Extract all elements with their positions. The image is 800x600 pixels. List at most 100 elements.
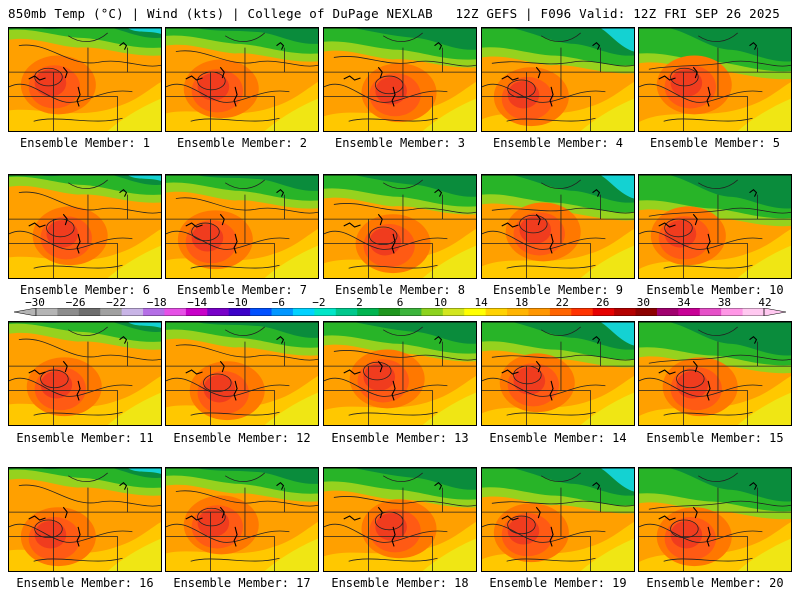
- colorbar-segment: [357, 308, 380, 316]
- temperature-field: [482, 468, 634, 571]
- ensemble-member-map: [165, 27, 319, 132]
- colorbar-segment: [507, 308, 529, 316]
- ensemble-member-map: [323, 27, 477, 132]
- colorbar-segment: [100, 308, 123, 316]
- colorbar-segment: [378, 308, 401, 316]
- ensemble-member-map: [481, 174, 635, 279]
- map-title: 850mb Temp (°C) | Wind (kts) | College o…: [8, 6, 433, 21]
- colorbar-segment: [207, 308, 230, 316]
- ensemble-member-caption: Ensemble Member: 13: [331, 431, 469, 445]
- ensemble-member-map: [165, 174, 319, 279]
- colorbar-segment: [678, 308, 701, 316]
- temperature-field: [166, 28, 318, 131]
- temperature-field: [166, 322, 318, 425]
- valid-time: 12Z GEFS | F096 Valid: 12Z FRI SEP 26 20…: [455, 6, 780, 21]
- temperature-field: [324, 468, 476, 571]
- colorbar-segment: [485, 308, 508, 316]
- ensemble-member-caption: Ensemble Member: 5: [649, 136, 781, 150]
- ensemble-member-caption: Ensemble Member: 20: [646, 576, 784, 590]
- colorbar-tick-label: −26: [65, 296, 86, 309]
- ensemble-member-map: [481, 467, 635, 572]
- temperature-field: [9, 175, 161, 278]
- ensemble-member-caption: Ensemble Member: 2: [176, 136, 308, 150]
- ensemble-member-map: [8, 321, 162, 426]
- ensemble-member-caption: Ensemble Member: 16: [16, 576, 154, 590]
- colorbar-tick-label: −10: [227, 296, 248, 309]
- ensemble-member-caption: Ensemble Member: 8: [334, 283, 466, 297]
- colorbar-segment: [292, 308, 315, 316]
- colorbar-segment: [121, 308, 144, 316]
- colorbar-segment: [464, 308, 487, 316]
- temperature-field: [639, 468, 791, 571]
- colorbar-segment: [421, 308, 444, 316]
- ensemble-member-map: [323, 467, 477, 572]
- ensemble-member-caption: Ensemble Member: 11: [16, 431, 154, 445]
- colorbar-segment: [721, 308, 744, 316]
- colorbar-segment: [656, 308, 679, 316]
- ensemble-member-map: [323, 321, 477, 426]
- colorbar-segment: [571, 308, 594, 316]
- temperature-field: [9, 28, 161, 131]
- colorbar-segment: [528, 308, 551, 316]
- colorbar-tick-label: 10: [433, 296, 448, 309]
- ensemble-member-map: [481, 27, 635, 132]
- colorbar-tick-label: 2: [356, 296, 363, 309]
- ensemble-member-map: [8, 467, 162, 572]
- ensemble-member-caption: Ensemble Member: 4: [492, 136, 624, 150]
- colorbar-tick-label: 26: [596, 296, 610, 309]
- colorbar-tick-label: −6: [271, 296, 285, 309]
- colorbar-segment: [442, 308, 465, 316]
- ensemble-member-caption: Ensemble Member: 6: [19, 283, 151, 297]
- colorbar-segment: [400, 308, 422, 316]
- temperature-field: [324, 28, 476, 131]
- ensemble-member-map: [481, 321, 635, 426]
- temperature-field: [482, 28, 634, 131]
- colorbar-tick-label: 34: [677, 296, 691, 309]
- colorbar-segment: [271, 308, 294, 316]
- temperature-field: [324, 322, 476, 425]
- colorbar-arrow-right: [763, 308, 786, 316]
- colorbar-segment: [335, 308, 358, 316]
- ensemble-member-map: [638, 467, 792, 572]
- colorbar-segment: [250, 308, 273, 316]
- temperature-colorbar: [14, 308, 786, 316]
- colorbar-segment: [614, 308, 637, 316]
- ensemble-member-caption: Ensemble Member: 14: [489, 431, 627, 445]
- temperature-field: [482, 175, 634, 278]
- ensemble-member-map: [638, 27, 792, 132]
- colorbar-segment: [635, 308, 658, 316]
- ensemble-member-caption: Ensemble Member: 12: [173, 431, 311, 445]
- colorbar-segment: [143, 308, 165, 316]
- colorbar-tick-label: −18: [146, 296, 167, 309]
- ensemble-member-map: [638, 174, 792, 279]
- temperature-field: [639, 175, 791, 278]
- colorbar-tick-label: −2: [312, 296, 326, 309]
- colorbar-tick-label: 6: [396, 296, 404, 309]
- colorbar-tick-label: 18: [515, 296, 529, 309]
- colorbar-tick-label: 38: [717, 296, 732, 309]
- ensemble-member-caption: Ensemble Member: 1: [19, 136, 151, 150]
- ensemble-member-caption: Ensemble Member: 17: [173, 576, 311, 590]
- temperature-field: [639, 322, 791, 425]
- ensemble-member-caption: Ensemble Member: 15: [646, 431, 784, 445]
- ensemble-member-map: [638, 321, 792, 426]
- colorbar-segment: [742, 308, 765, 316]
- colorbar-segment: [36, 308, 58, 316]
- colorbar-tick-label: −14: [187, 296, 208, 309]
- colorbar-segment: [185, 308, 208, 316]
- colorbar-segment: [164, 308, 187, 316]
- colorbar-segment: [592, 308, 615, 316]
- temperature-field: [9, 322, 161, 425]
- colorbar-tick-label: 30: [636, 296, 650, 309]
- colorbar-arrow-left: [14, 308, 37, 316]
- colorbar-tick-label: 14: [474, 296, 488, 309]
- ensemble-member-caption: Ensemble Member: 19: [489, 576, 627, 590]
- ensemble-member-caption: Ensemble Member: 18: [331, 576, 469, 590]
- colorbar-segment: [57, 308, 80, 316]
- colorbar-tick-label: 22: [555, 296, 569, 309]
- colorbar-segment: [549, 308, 572, 316]
- ensemble-member-map: [323, 174, 477, 279]
- colorbar-segment: [314, 308, 337, 316]
- temperature-field: [166, 468, 318, 571]
- temperature-field: [639, 28, 791, 131]
